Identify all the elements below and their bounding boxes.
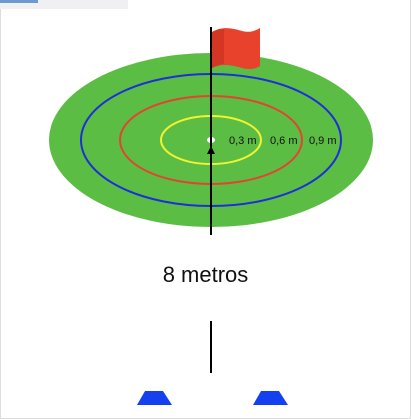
flag-shade: [212, 29, 224, 68]
cone-right-icon: [253, 391, 288, 405]
ring-label-middle: 0,6 m: [270, 135, 298, 147]
arrow-head-icon: [207, 146, 215, 154]
cone-left-icon: [137, 391, 172, 405]
top-tab: [0, 0, 128, 9]
ring-label-inner: 0,3 m: [229, 135, 257, 147]
distance-label: 8 metros: [162, 262, 249, 287]
top-tab-link: [0, 0, 38, 3]
ring-label-outer: 0,9 m: [309, 135, 337, 147]
